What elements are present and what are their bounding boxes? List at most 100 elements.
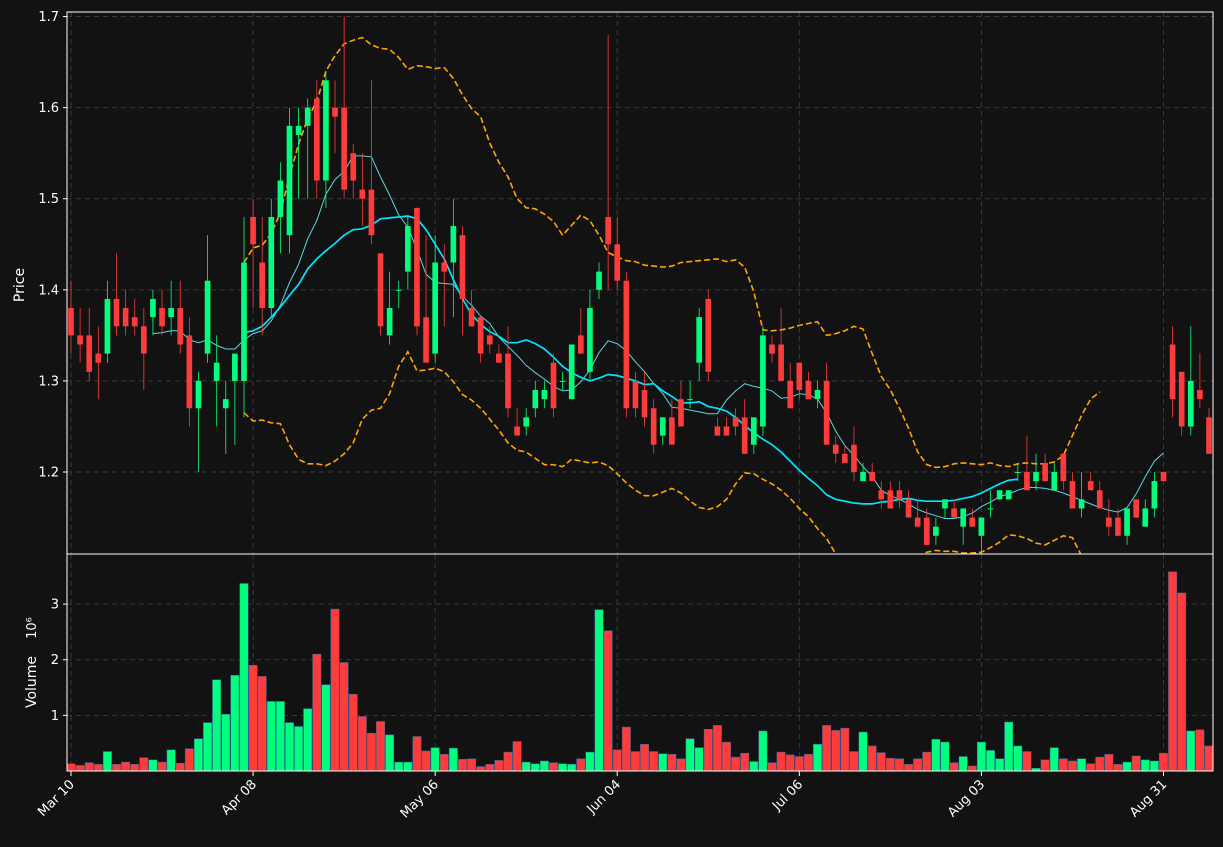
candle-body <box>832 444 839 454</box>
candle-body <box>896 490 903 500</box>
volume-bar <box>594 609 604 771</box>
volume-bar <box>266 701 276 771</box>
volume-bar <box>385 734 395 771</box>
candle <box>295 107 302 199</box>
candle <box>678 380 684 427</box>
volume-bar <box>740 752 750 771</box>
candle <box>587 289 593 381</box>
candle-body <box>678 399 684 427</box>
candle-body <box>1160 472 1167 482</box>
candle <box>1060 453 1067 491</box>
price-tick-label: 1.2 <box>38 466 59 481</box>
candle-body <box>614 244 621 281</box>
candle-body <box>1024 472 1030 491</box>
date-tick-label: Aug 03 <box>945 777 988 820</box>
date-tick-label: Mar 10 <box>35 777 78 820</box>
volume-bar <box>348 693 358 771</box>
candle-body <box>414 207 420 327</box>
candle <box>805 371 812 400</box>
candle-body <box>996 490 1003 500</box>
candle-body <box>268 216 275 309</box>
volume-bar <box>1022 751 1032 771</box>
candle-body <box>969 517 976 527</box>
candle-body <box>750 417 757 445</box>
candle <box>705 289 712 381</box>
candle-body <box>1106 517 1112 527</box>
volume-bar <box>439 754 449 771</box>
candle <box>1124 508 1130 545</box>
candle-body <box>86 335 93 372</box>
volume-bar <box>521 761 531 771</box>
volume-bar <box>549 762 558 771</box>
candle-body <box>232 353 238 381</box>
candle <box>923 508 930 545</box>
volume-bar <box>221 713 231 771</box>
candle <box>259 216 266 336</box>
candle <box>650 399 657 454</box>
volume-bar <box>1068 760 1077 771</box>
candle-body <box>441 262 448 272</box>
volume-bar <box>658 753 668 771</box>
volume-bar <box>685 738 695 771</box>
volume-bar <box>394 761 404 771</box>
candle <box>68 280 74 354</box>
candle <box>605 34 611 290</box>
candle <box>541 380 548 409</box>
volume-bar <box>248 665 258 771</box>
candle <box>814 380 821 409</box>
candle-body <box>559 380 566 382</box>
volume-bar <box>631 751 640 771</box>
price-panel-grid <box>67 12 1213 554</box>
price-panel-frame <box>66 11 1214 555</box>
candle <box>1005 490 1012 500</box>
volume-bar <box>831 730 841 771</box>
volume-bar <box>1077 758 1086 771</box>
candle <box>86 308 93 381</box>
slow-moving-average-line <box>243 215 1018 505</box>
volume-bar <box>203 722 212 771</box>
candle <box>141 308 147 391</box>
volume-bar <box>157 761 167 771</box>
candle <box>1069 472 1076 509</box>
volume-bar <box>767 762 777 771</box>
candle <box>232 353 238 445</box>
candle <box>241 216 247 418</box>
candle <box>532 380 539 418</box>
candle <box>95 326 102 400</box>
volume-bar <box>958 756 968 771</box>
volume-bar <box>184 748 194 771</box>
candle <box>222 380 229 454</box>
candle <box>1106 499 1112 536</box>
candle <box>851 426 857 482</box>
candle <box>960 508 967 545</box>
candle-body <box>978 517 985 536</box>
volume-tick-label: 3 <box>51 598 59 613</box>
candle-body <box>332 107 338 117</box>
candle-body <box>1115 517 1121 536</box>
candle-body <box>550 362 557 409</box>
candle <box>514 408 520 436</box>
candle-body <box>714 426 721 436</box>
candle <box>905 490 912 518</box>
candle-body <box>1033 472 1039 482</box>
volume-bar <box>339 662 349 771</box>
candle <box>1160 472 1167 482</box>
candle-body <box>778 344 784 381</box>
candle <box>313 80 320 199</box>
volume-bar <box>1058 758 1068 771</box>
volume-bar <box>1214 756 1222 771</box>
candle <box>623 271 630 418</box>
volume-bar <box>621 726 631 771</box>
volume-bar <box>476 766 486 771</box>
candle-body <box>669 417 675 445</box>
candle-body <box>878 490 885 500</box>
candle-body <box>650 408 657 445</box>
candle <box>568 344 575 400</box>
volume-bar <box>130 764 140 771</box>
volume-bar <box>67 763 76 771</box>
volume-bar <box>194 738 203 771</box>
candle-body <box>1133 499 1139 518</box>
candle <box>787 362 794 409</box>
candle-body <box>732 417 739 427</box>
